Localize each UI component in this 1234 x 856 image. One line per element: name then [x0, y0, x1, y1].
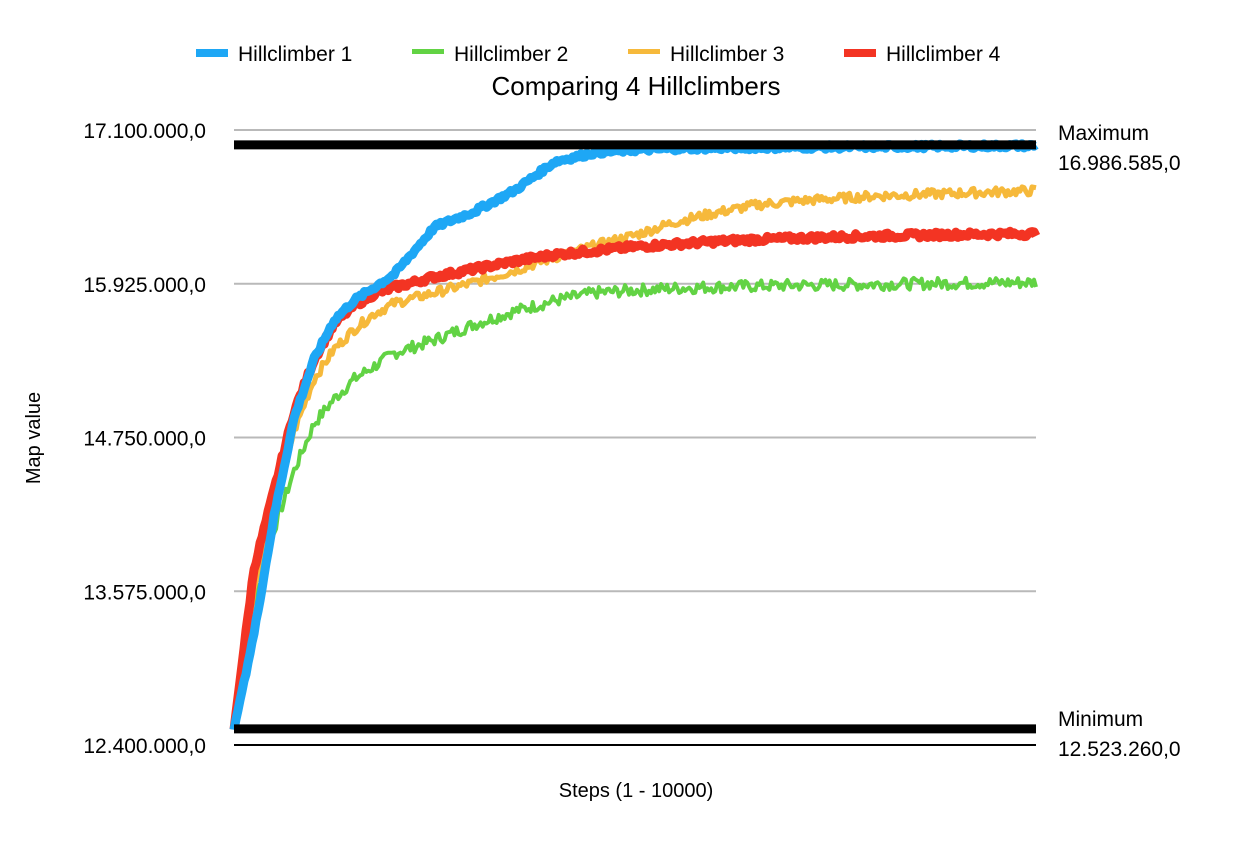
- legend-swatch: [412, 49, 444, 54]
- y-tick-label: 12.400.000,0: [83, 735, 206, 758]
- y-tick-label: 13.575.000,0: [83, 581, 206, 604]
- x-axis-label: Steps (1 - 10000): [559, 780, 714, 802]
- legend-item-hillclimber-3: Hillclimber 3: [628, 43, 784, 66]
- series-line-hillclimber-3: [231, 184, 1037, 730]
- legend-label: Hillclimber 4: [886, 43, 1001, 66]
- reference-value-minimum: 12.523.260,0: [1058, 738, 1181, 761]
- legend-label: Hillclimber 3: [670, 43, 784, 66]
- legend-item-hillclimber-1: Hillclimber 1: [196, 43, 352, 66]
- reference-lines: Maximum 16.986.585,0 Minimum 12.523.260,0: [234, 122, 1181, 761]
- series-line-hillclimber-4: [229, 226, 1041, 731]
- legend-swatch: [628, 49, 660, 54]
- y-tick-label: 17.100.000,0: [83, 120, 206, 143]
- chart-title: Comparing 4 Hillclimbers: [492, 71, 781, 101]
- series-line-hillclimber-2: [232, 275, 1038, 730]
- legend-label: Hillclimber 1: [238, 43, 352, 66]
- reference-value-maximum: 16.986.585,0: [1058, 152, 1181, 175]
- legend-label: Hillclimber 2: [454, 43, 568, 66]
- reference-label-maximum: Maximum: [1058, 122, 1149, 145]
- reference-label-minimum: Minimum: [1058, 708, 1143, 731]
- y-axis-ticks: 12.400.000,0 13.575.000,0 14.750.000,0 15.9…: [83, 120, 206, 758]
- legend-swatch: [844, 49, 876, 57]
- gridlines: [234, 129, 1036, 593]
- y-axis-label: Map value: [23, 392, 45, 484]
- legend: Hillclimber 1 Hillclimber 2 Hillclimber 3 H…: [196, 43, 1001, 66]
- legend-swatch: [196, 49, 228, 57]
- y-tick-label: 14.750.000,0: [83, 428, 206, 451]
- y-tick-label: 15.925.000,0: [83, 274, 206, 297]
- legend-item-hillclimber-2: Hillclimber 2: [412, 43, 568, 66]
- legend-item-hillclimber-4: Hillclimber 4: [844, 43, 1001, 66]
